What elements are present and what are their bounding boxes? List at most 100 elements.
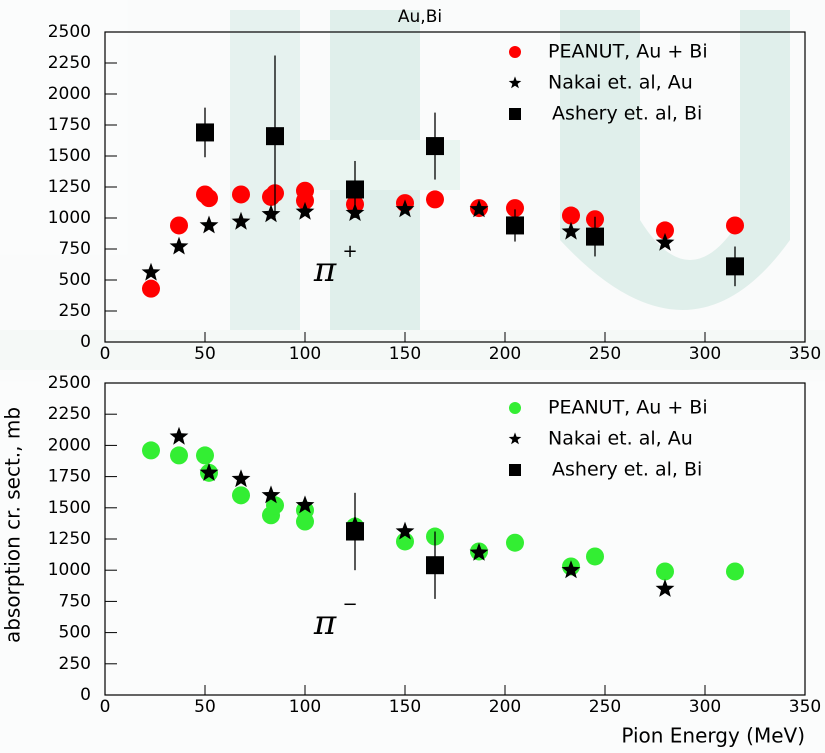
data-point (426, 190, 444, 209)
y-tick-label: 250 (59, 301, 91, 321)
x-tick-label: 350 (789, 697, 821, 717)
data-point (295, 495, 315, 514)
y-tick-label: 500 (59, 270, 91, 290)
data-point (266, 496, 284, 515)
data-point (141, 262, 161, 281)
data-point (266, 127, 284, 146)
y-tick-label: 2250 (48, 53, 91, 73)
data-point (170, 446, 188, 465)
legend-label: Ashery et. al, Bi (552, 459, 702, 481)
x-axis-label: Pion Energy (MeV) (621, 724, 805, 748)
x-tick-label: 300 (689, 344, 721, 364)
y-tick-label: 1750 (48, 115, 91, 135)
data-point (261, 204, 281, 223)
x-tick-label: 0 (100, 344, 111, 364)
data-point (506, 199, 524, 218)
data-point (726, 216, 744, 235)
y-tick-label: 250 (59, 654, 91, 674)
data-point (726, 257, 744, 276)
data-point (200, 189, 218, 208)
data-point (232, 486, 250, 505)
x-tick-label: 0 (100, 697, 111, 717)
x-tick-label: 100 (289, 697, 321, 717)
data-point (656, 221, 674, 240)
data-point (469, 542, 489, 561)
x-tick-label: 50 (194, 344, 216, 364)
data-point (199, 463, 219, 481)
data-point (142, 279, 160, 298)
data-point (395, 521, 415, 540)
legend-symbol (509, 464, 521, 476)
legend-label: PEANUT, Au + Bi (548, 397, 708, 419)
data-point (295, 201, 315, 220)
data-point (231, 469, 251, 488)
x-tick-label: 350 (789, 344, 821, 364)
x-tick-label: 50 (194, 697, 216, 717)
legend-symbol (508, 432, 522, 445)
data-point (561, 560, 581, 579)
data-point (170, 216, 188, 235)
data-point (561, 221, 581, 240)
y-tick-label: 750 (59, 591, 91, 611)
data-point (655, 579, 675, 597)
data-point (469, 199, 489, 218)
x-tick-label: 200 (489, 697, 521, 717)
data-point (169, 236, 189, 255)
y-tick-label: 2250 (48, 404, 91, 424)
x-tick-label: 250 (589, 697, 621, 717)
y-tick-label: 500 (59, 623, 91, 643)
y-tick-label: 0 (80, 332, 91, 352)
y-tick-label: 2000 (48, 435, 91, 455)
x-tick-label: 300 (689, 697, 721, 717)
y-tick-label: 1500 (48, 498, 91, 518)
y-tick-label: 1000 (48, 560, 91, 580)
data-point (656, 562, 674, 581)
annotation: π (313, 250, 337, 290)
y-tick-label: 0 (80, 685, 91, 705)
x-tick-label: 100 (289, 344, 321, 364)
data-point (395, 199, 415, 218)
y-tick-label: 2000 (48, 84, 91, 104)
y-tick-label: 2500 (48, 373, 91, 393)
legend-label: Nakai et. al, Au (548, 72, 693, 94)
data-point (196, 123, 214, 142)
legend-symbol (509, 108, 521, 120)
y-tick-label: 1750 (48, 467, 91, 487)
legend-label: Ashery et. al, Bi (552, 103, 702, 125)
chart-title: Au,Bi (398, 7, 442, 27)
data-point (655, 232, 675, 251)
data-point (196, 446, 214, 465)
x-tick-label: 150 (389, 697, 421, 717)
data-point (231, 211, 251, 230)
y-tick-label: 1500 (48, 146, 91, 166)
data-point (426, 137, 444, 156)
annotation-superscript: − (342, 594, 357, 615)
data-point (506, 216, 524, 235)
data-point (346, 522, 364, 541)
data-point (586, 547, 604, 566)
data-point (261, 485, 281, 504)
data-point (199, 215, 219, 234)
legend-symbol (509, 46, 521, 58)
data-point (586, 227, 604, 246)
data-point (142, 441, 160, 460)
legend-symbol (508, 76, 522, 89)
data-point (296, 512, 314, 531)
y-tick-label: 750 (59, 239, 91, 259)
x-tick-label: 250 (589, 344, 621, 364)
data-point (726, 562, 744, 581)
y-axis-label: absorption cr. sect., mb (1, 407, 25, 643)
data-point (296, 191, 314, 210)
y-tick-label: 1250 (48, 177, 91, 197)
annotation: π (313, 603, 337, 643)
legend-label: PEANUT, Au + Bi (548, 41, 708, 63)
y-tick-label: 1000 (48, 208, 91, 228)
annotation-superscript: + (342, 241, 357, 262)
y-tick-label: 1250 (48, 529, 91, 549)
data-point (169, 426, 189, 445)
x-tick-label: 150 (389, 344, 421, 364)
x-tick-label: 200 (489, 344, 521, 364)
legend-label: Nakai et. al, Au (548, 428, 693, 450)
